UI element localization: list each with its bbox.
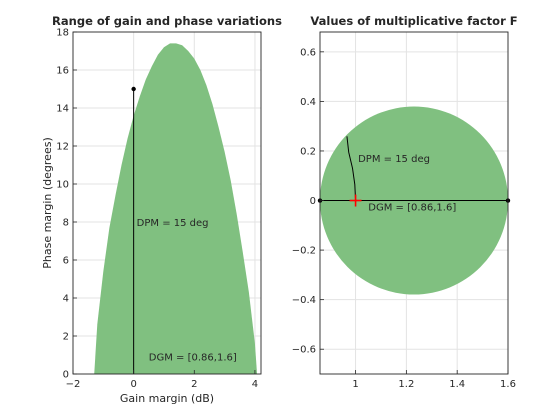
factor-f-x-tick-label: 1.4	[449, 379, 465, 390]
gain-phase-frame	[72, 31, 262, 375]
factor-f-y-tick-label: 0.4	[300, 97, 316, 108]
gain-phase-y-tick-label: 14	[56, 104, 69, 115]
gain-phase-y-tick-label: 18	[56, 28, 69, 39]
gain-phase-x-tick-label: 2	[191, 379, 197, 390]
gain-phase-y-tick-label: 8	[63, 218, 69, 229]
factor-f-y-tick-label: 0.2	[300, 146, 316, 157]
dpm-point	[131, 86, 136, 92]
gain-phase-markers	[131, 86, 136, 374]
factor-f-axes: 1 1.2 1.4 1.6 −0.6 −0.4 −0.2 0 0.2 0.4 0.6 Values …	[292, 14, 518, 390]
gain-phase-y-tick-label: 16	[56, 66, 69, 77]
gain-phase-x-tick-label: 0	[130, 379, 136, 390]
factor-f-y-tick-label: 0.6	[300, 47, 316, 58]
gain-phase-y-tick-label: 10	[56, 180, 69, 191]
factor-f-dpm-annotation: DPM = 15 deg	[358, 154, 430, 165]
factor-f-y-tick-label: 0	[310, 196, 316, 207]
gain-phase-dpm-annotation: DPM = 15 deg	[137, 218, 209, 229]
gain-phase-y-label: Phase margin (degrees)	[41, 137, 54, 269]
factor-f-y-tick-label: −0.6	[292, 345, 316, 356]
gain-phase-y-tick-label: 0	[63, 370, 69, 381]
gain-phase-y-tick-label: 12	[56, 142, 69, 153]
gain-phase-x-tick-label: 4	[252, 379, 258, 390]
gain-phase-x-label: Gain margin (dB)	[120, 392, 214, 405]
factor-f-x-tick-label: 1.6	[500, 379, 516, 390]
factor-f-x-tick-label: 1.2	[398, 379, 414, 390]
factor-f-y-tick-label: −0.4	[292, 295, 316, 306]
gain-phase-y-tick-label: 6	[63, 256, 69, 267]
factor-f-x-tick-label: 1	[352, 379, 358, 390]
gain-phase-y-tick-label: 4	[63, 294, 69, 305]
gain-phase-x-tick-label: −2	[66, 379, 81, 390]
factor-f-ticks: 1 1.2 1.4 1.6 −0.6 −0.4 −0.2 0 0.2 0.4 0.6	[292, 47, 516, 390]
factor-f-y-tick-label: −0.2	[292, 246, 316, 257]
factor-f-dgm-annotation: DGM = [0.86,1.6]	[368, 202, 456, 213]
gain-phase-title: Range of gain and phase variations	[52, 14, 282, 28]
gain-phase-y-tick-label: 2	[63, 332, 69, 343]
gain-phase-dgm-annotation: DGM = [0.86,1.6]	[149, 353, 237, 364]
factor-f-frame	[319, 31, 509, 375]
dpm-arc	[346, 136, 357, 201]
gain-phase-region	[94, 43, 258, 375]
factor-f-title: Values of multiplicative factor F	[310, 14, 517, 28]
